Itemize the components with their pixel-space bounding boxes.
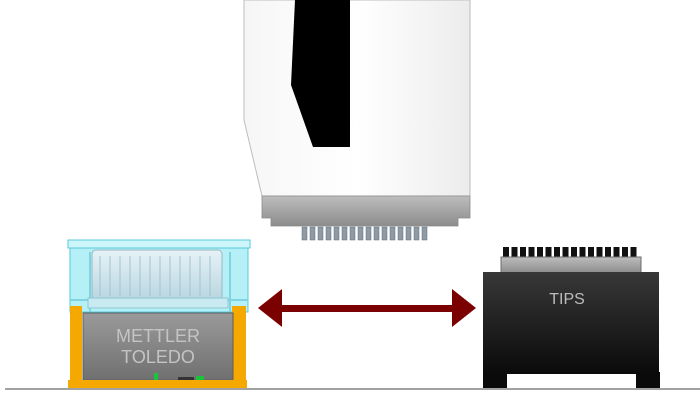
nozzle xyxy=(325,226,332,241)
pipette-head-body xyxy=(243,0,471,197)
pipette-head xyxy=(243,0,471,241)
tip-row xyxy=(503,247,637,258)
balance-indicator-green-2 xyxy=(196,376,204,381)
nozzle xyxy=(333,226,340,241)
arrow-shaft xyxy=(278,305,458,312)
balance-brand-line1: METTLER xyxy=(116,326,200,346)
nozzle xyxy=(413,226,420,241)
tip-box: TIPS xyxy=(483,247,660,388)
tip xyxy=(503,247,509,258)
nozzle xyxy=(309,226,316,241)
tip-box-foot-right xyxy=(636,372,660,388)
tip xyxy=(554,247,560,258)
tip xyxy=(622,247,628,258)
tip xyxy=(605,247,611,258)
nozzle xyxy=(421,226,428,241)
tip xyxy=(579,247,586,258)
nozzle xyxy=(341,226,348,241)
transfer-arrow xyxy=(258,289,476,327)
balance-pan xyxy=(87,297,229,309)
nozzle-row xyxy=(301,226,428,241)
tip-box-body xyxy=(483,272,659,374)
tip xyxy=(545,247,552,258)
pipette-head-shadow xyxy=(291,0,350,147)
tip xyxy=(571,247,577,258)
plate-wells xyxy=(99,256,211,296)
balance-enclosure-top xyxy=(67,239,251,249)
balance-orange-left xyxy=(70,306,82,384)
nozzle xyxy=(365,226,372,241)
tip xyxy=(562,247,569,258)
nozzle xyxy=(381,226,388,241)
nozzle xyxy=(349,226,356,241)
tip xyxy=(520,247,526,258)
tip-box-foot-left xyxy=(483,372,507,388)
balance-indicator-dark xyxy=(178,377,194,381)
balance-base xyxy=(68,380,247,388)
nozzle xyxy=(373,226,380,241)
nozzle xyxy=(389,226,396,241)
arrow-head-right xyxy=(452,289,476,327)
balance-indicator-green xyxy=(154,373,158,382)
tip xyxy=(630,247,637,258)
pipette-head-lower-block xyxy=(261,195,471,227)
nozzle xyxy=(357,226,364,241)
balance-plate-holder xyxy=(91,249,223,301)
tip-box-label: TIPS xyxy=(549,291,585,308)
balance-orange-right xyxy=(232,306,246,384)
tip xyxy=(511,247,518,258)
tip xyxy=(596,247,603,258)
nozzle xyxy=(397,226,404,241)
tip xyxy=(588,247,594,258)
tip xyxy=(613,247,620,258)
arrow-head-left xyxy=(258,289,282,327)
balance-brand-line2: TOLEDO xyxy=(121,347,195,367)
nozzle xyxy=(405,226,412,241)
tip xyxy=(537,247,543,258)
tip-rack-plate xyxy=(500,256,642,274)
balance-assembly: METTLER TOLEDO xyxy=(67,239,251,388)
nozzle xyxy=(301,226,308,241)
tip xyxy=(528,247,535,258)
nozzle xyxy=(317,226,324,241)
